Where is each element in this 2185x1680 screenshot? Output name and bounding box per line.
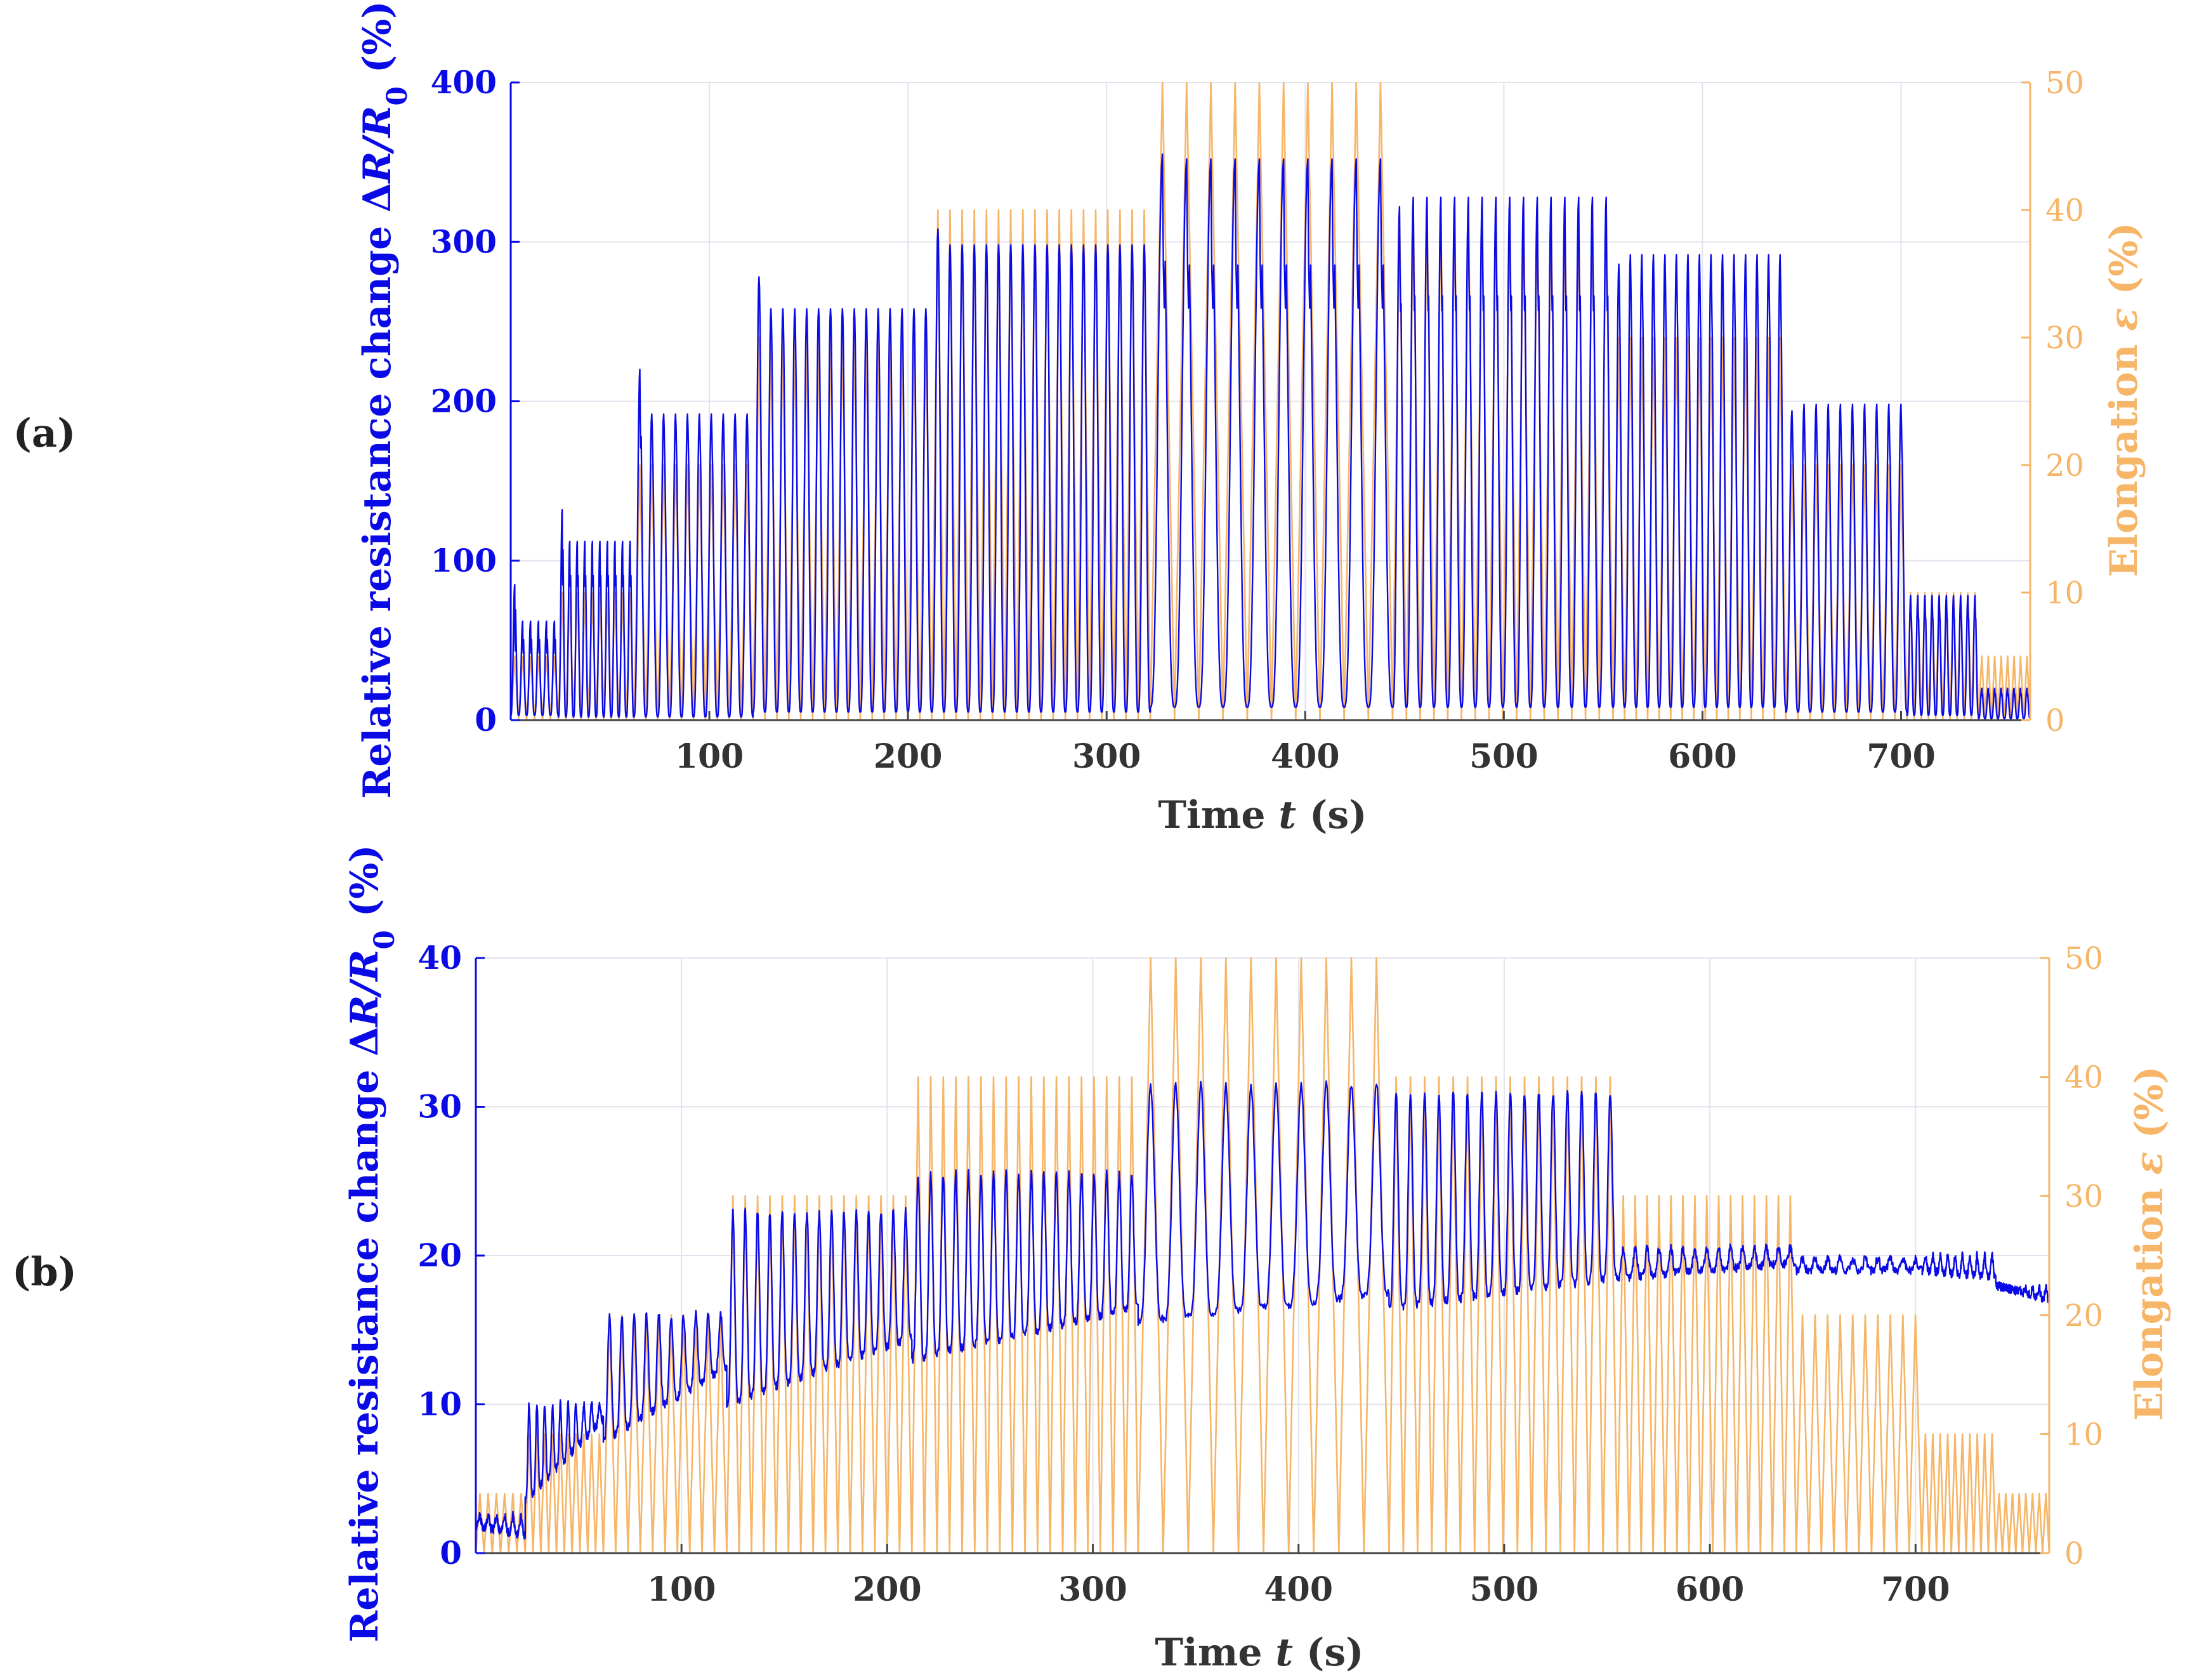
left-y-title-var: R/R — [355, 106, 400, 185]
panel-a: (a) 0 100 200 300 400 0 10 20 30 40 50 100 200 300 4… — [13, 1, 2146, 837]
right-y-tick-label: 30 — [2064, 1179, 2103, 1214]
right-y-tick-label: 20 — [2045, 448, 2084, 483]
x-tick-label: 100 — [675, 737, 744, 776]
left-y-title-suffix: (%) — [343, 844, 387, 930]
x-axis-title-var: t — [1275, 1631, 1293, 1675]
right-y-tick-label: 20 — [2064, 1298, 2103, 1334]
left-y-tick-label: 400 — [431, 63, 497, 101]
left-y-tick-label: 200 — [431, 383, 497, 420]
left-y-axis-title-b: Relative resistance change ΔR/R0 (%) — [343, 844, 401, 1642]
right-y-tick-label: 10 — [2045, 575, 2084, 611]
x-tick-label: 300 — [1072, 737, 1141, 776]
x-axis-title-suffix: (s) — [1296, 793, 1367, 837]
right-y-title-prefix: Elongation — [2102, 331, 2146, 577]
right-y-axis-title-b: Elongation ε (%) — [2127, 1066, 2172, 1421]
left-y-tick-label: 0 — [440, 1534, 462, 1572]
right-y-axis-title-a: Elongation ε (%) — [2102, 222, 2146, 577]
right-y-title-prefix: Elongation — [2127, 1175, 2172, 1421]
right-y-tick-label: 30 — [2045, 320, 2084, 356]
resistance-series-b — [475, 1080, 2050, 1540]
x-tick-label: 200 — [853, 1570, 922, 1609]
x-tick-label: 600 — [1668, 737, 1737, 776]
left-y-tick-label: 40 — [417, 939, 462, 976]
right-y-tick-label: 10 — [2064, 1417, 2103, 1452]
resistance-series-a — [510, 153, 2031, 719]
right-y-tick-label: 40 — [2045, 193, 2084, 228]
left-y-tick-label: 300 — [431, 223, 497, 260]
right-y-title-var: ε — [2127, 1152, 2172, 1174]
panel-label-a: (a) — [13, 410, 76, 456]
left-y-title-sub: 0 — [381, 86, 414, 106]
x-axis-title-b: Time t (s) — [1155, 1631, 1363, 1675]
panel-b: (b) 0 10 20 30 40 0 10 20 30 40 50 100 200 300 400 50… — [12, 844, 2172, 1675]
x-axis-title-var: t — [1278, 793, 1296, 837]
x-axis-title-prefix: Time — [1158, 793, 1278, 837]
right-y-title-suffix: (%) — [2102, 222, 2146, 308]
left-y-tick-labels-b: 0 10 20 30 40 — [417, 939, 485, 1572]
right-y-tick-labels-a: 0 10 20 30 40 50 — [2021, 65, 2084, 738]
x-tick-label: 700 — [1881, 1570, 1950, 1609]
left-y-tick-label: 0 — [475, 701, 497, 738]
right-y-tick-label: 0 — [2064, 1536, 2084, 1572]
left-y-title-prefix: Relative resistance change — [343, 1056, 387, 1643]
left-y-title-delta: Δ — [343, 1027, 387, 1056]
left-y-axis-title-a: Relative resistance change ΔR/R0 (%) — [355, 1, 414, 798]
left-y-tick-label: 100 — [431, 542, 497, 579]
resistance-line — [475, 1080, 2050, 1540]
right-y-tick-labels-b: 0 10 20 30 40 50 — [2040, 941, 2103, 1572]
x-tick-labels-b: 100 200 300 400 500 600 700 — [647, 1544, 1950, 1609]
right-y-tick-label: 50 — [2045, 65, 2084, 101]
panel-label-b: (b) — [12, 1249, 77, 1295]
x-tick-labels-a: 100 200 300 400 500 600 700 — [675, 711, 1936, 776]
x-axis-title-prefix: Time — [1155, 1631, 1275, 1675]
resistance-line — [510, 153, 2031, 719]
right-y-title-var: ε — [2102, 308, 2146, 331]
left-y-tick-labels-a: 0 100 200 300 400 — [431, 63, 520, 738]
x-tick-label: 400 — [1271, 737, 1340, 776]
x-tick-label: 400 — [1264, 1570, 1333, 1609]
left-y-title-delta: Δ — [355, 183, 400, 213]
left-y-title-sub: 0 — [369, 930, 401, 950]
x-axis-title-suffix: (s) — [1293, 1631, 1363, 1675]
left-y-title-prefix: Relative resistance change — [355, 213, 400, 799]
x-tick-label: 100 — [647, 1570, 716, 1609]
x-tick-label: 500 — [1469, 737, 1539, 776]
left-y-tick-label: 20 — [417, 1237, 462, 1274]
left-y-tick-label: 10 — [417, 1386, 462, 1423]
right-y-tick-label: 50 — [2064, 941, 2103, 976]
left-y-title-var: R/R — [343, 950, 387, 1028]
left-y-tick-label: 30 — [417, 1088, 462, 1125]
x-tick-label: 700 — [1867, 737, 1936, 776]
left-y-title-suffix: (%) — [355, 1, 400, 86]
x-axis-title-a: Time t (s) — [1158, 793, 1367, 837]
x-tick-label: 200 — [874, 737, 943, 776]
right-y-tick-label: 0 — [2045, 703, 2065, 738]
x-tick-label: 600 — [1676, 1570, 1745, 1609]
right-y-title-suffix: (%) — [2127, 1066, 2172, 1152]
x-tick-label: 300 — [1058, 1570, 1127, 1609]
x-tick-label: 500 — [1470, 1570, 1539, 1609]
right-y-tick-label: 40 — [2064, 1060, 2103, 1096]
